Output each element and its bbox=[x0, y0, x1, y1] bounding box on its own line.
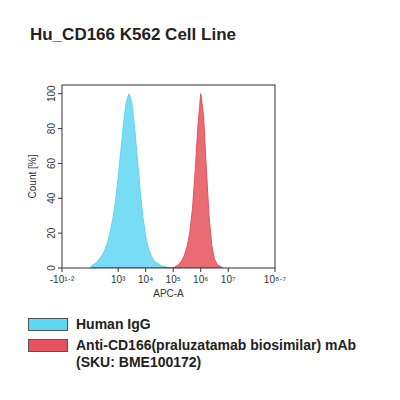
x-tick bbox=[62, 268, 63, 272]
x-tick-label: 10⁵ bbox=[166, 274, 181, 285]
x-axis-label: APC-A bbox=[153, 288, 184, 299]
y-tick bbox=[58, 93, 62, 94]
x-tick bbox=[145, 268, 146, 272]
y-tick bbox=[58, 268, 62, 269]
legend-swatch bbox=[28, 339, 68, 352]
y-tick bbox=[58, 128, 62, 129]
legend-label: Human IgG bbox=[76, 316, 151, 333]
plot-area bbox=[91, 94, 223, 268]
y-tick-label: 80 bbox=[46, 123, 57, 135]
x-tick bbox=[118, 268, 119, 272]
legend-swatch bbox=[28, 318, 68, 331]
series-area bbox=[91, 94, 223, 268]
y-tick-label: 60 bbox=[46, 157, 57, 169]
legend-label: Anti-CD166(praluzatamab biosimilar) mAb … bbox=[76, 337, 376, 371]
y-axis-label: Count [%] bbox=[27, 154, 38, 198]
series-area bbox=[91, 94, 223, 268]
x-tick-label: 10⁶ bbox=[193, 274, 208, 285]
x-tick-label: 10³ bbox=[111, 274, 126, 285]
x-tick bbox=[200, 268, 201, 272]
legend-item: Anti-CD166(praluzatamab biosimilar) mAb … bbox=[28, 337, 388, 371]
y-tick-label: 40 bbox=[46, 192, 57, 204]
y-tick-label: 0 bbox=[46, 265, 57, 271]
title: Hu_CD166 K562 Cell Line bbox=[30, 25, 236, 44]
legend-item: Human IgG bbox=[28, 316, 388, 333]
x-tick-label: -10¹·² bbox=[50, 274, 75, 285]
y-tick-label: 20 bbox=[46, 227, 57, 239]
legend: Human IgG Anti-CD166(praluzatamab biosimi… bbox=[28, 316, 388, 375]
y-tick-label: 100 bbox=[46, 85, 57, 102]
x-tick bbox=[275, 268, 276, 272]
y-tick bbox=[58, 233, 62, 234]
y-tick bbox=[58, 198, 62, 199]
x-tick-label: 10⁴ bbox=[138, 274, 153, 285]
x-tick bbox=[173, 268, 174, 272]
x-tick-label: 10⁸·⁷ bbox=[264, 274, 287, 285]
y-tick bbox=[58, 163, 62, 164]
x-tick-label: 10⁷ bbox=[221, 274, 236, 285]
plot-frame bbox=[62, 85, 275, 268]
x-tick bbox=[228, 268, 229, 272]
